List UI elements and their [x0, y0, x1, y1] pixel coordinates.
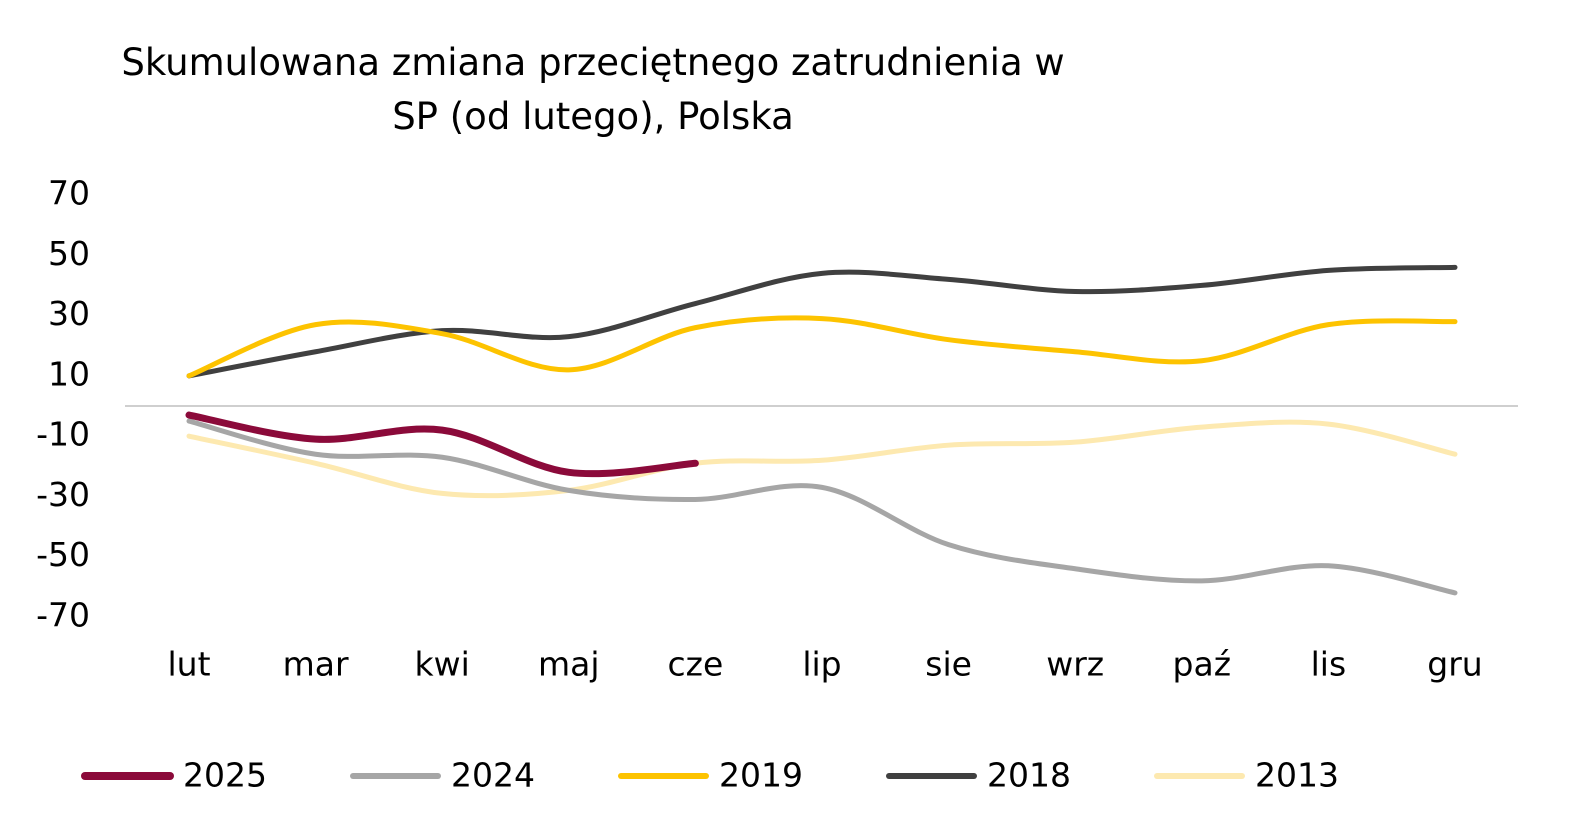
legend-label: 2018: [987, 756, 1071, 795]
x-tick-label: sie: [925, 645, 972, 684]
x-tick-label: cze: [668, 645, 724, 684]
x-tick-label: lip: [802, 645, 841, 684]
series-line: [186, 315, 1458, 379]
y-tick-label: -70: [36, 596, 90, 635]
y-tick-label: 30: [48, 294, 90, 333]
series-line: [186, 264, 1458, 379]
y-tick-label: 50: [48, 234, 90, 273]
legend-label: 2019: [719, 756, 803, 795]
y-tick-label: -50: [36, 535, 90, 574]
y-tick-label: -30: [36, 475, 90, 514]
series-line: [186, 418, 1458, 596]
y-tick-label: 70: [48, 174, 90, 213]
series-line: [186, 419, 1458, 499]
legend-label: 2013: [1255, 756, 1339, 795]
legend-label: 2025: [183, 756, 267, 795]
x-tick-label: maj: [538, 645, 600, 684]
x-tick-label: wrz: [1046, 645, 1104, 684]
y-tick-label: 10: [48, 354, 90, 393]
y-tick-label: -10: [36, 415, 90, 454]
x-tick-label: lis: [1311, 645, 1347, 684]
x-tick-label: gru: [1427, 645, 1482, 684]
x-tick-label: paź: [1173, 645, 1232, 684]
x-tick-label: mar: [283, 645, 349, 684]
chart-title: Skumulowana zmiana przeciętnego zatrudni…: [121, 41, 1065, 138]
legend-label: 2024: [451, 756, 535, 795]
x-tick-label: kwi: [415, 645, 470, 684]
series-line: [185, 411, 699, 478]
x-tick-label: lut: [167, 645, 210, 684]
